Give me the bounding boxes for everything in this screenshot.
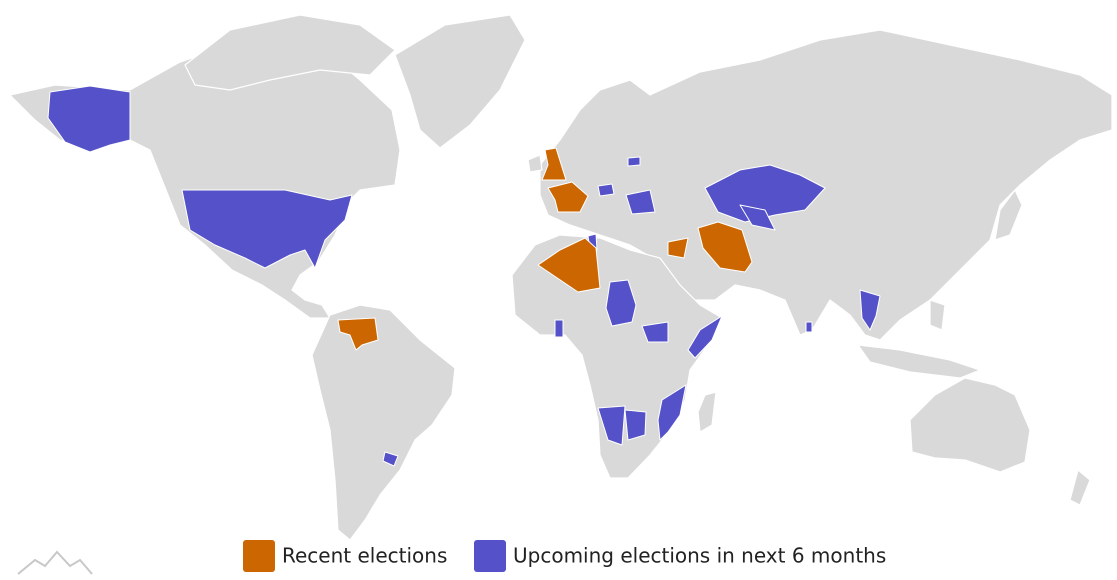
- namibia: [597, 405, 626, 446]
- romania: [625, 189, 656, 215]
- venezuela: [337, 317, 379, 351]
- france: [547, 181, 589, 213]
- sri-lanka: [805, 321, 813, 333]
- new-zealand: [1069, 469, 1091, 506]
- iran: [697, 221, 753, 273]
- mozambique: [657, 384, 687, 441]
- south-sudan: [641, 321, 669, 343]
- algeria: [537, 237, 601, 293]
- legend-label: Upcoming elections in next 6 months: [513, 544, 886, 568]
- botswana: [624, 409, 647, 441]
- madagascar: [697, 391, 717, 433]
- somalia: [687, 315, 723, 359]
- kazakhstan: [704, 164, 826, 223]
- ghana: [554, 319, 564, 338]
- uk: [541, 147, 567, 181]
- uzbekistan: [739, 204, 776, 231]
- british-isles: [527, 154, 543, 173]
- legend-swatch: [474, 540, 506, 572]
- indonesia: [857, 344, 981, 379]
- legend-label: Recent elections: [282, 544, 447, 568]
- legend-swatch: [243, 540, 275, 572]
- legend: Recent elections Upcoming elections in n…: [243, 540, 886, 572]
- philippines: [929, 299, 946, 331]
- arctic-islands: [184, 14, 396, 91]
- japan: [994, 189, 1023, 241]
- logo: [17, 550, 93, 575]
- usa: [181, 189, 353, 269]
- greenland: [394, 14, 526, 149]
- australia: [909, 377, 1031, 473]
- chad: [605, 279, 637, 327]
- croatia: [597, 183, 615, 197]
- alaska: [47, 85, 131, 153]
- syria: [667, 237, 689, 259]
- south-america: [311, 304, 456, 541]
- highlighted-countries: [47, 85, 881, 467]
- lithuania: [627, 156, 641, 167]
- myanmar: [859, 289, 881, 331]
- uruguay: [382, 451, 399, 467]
